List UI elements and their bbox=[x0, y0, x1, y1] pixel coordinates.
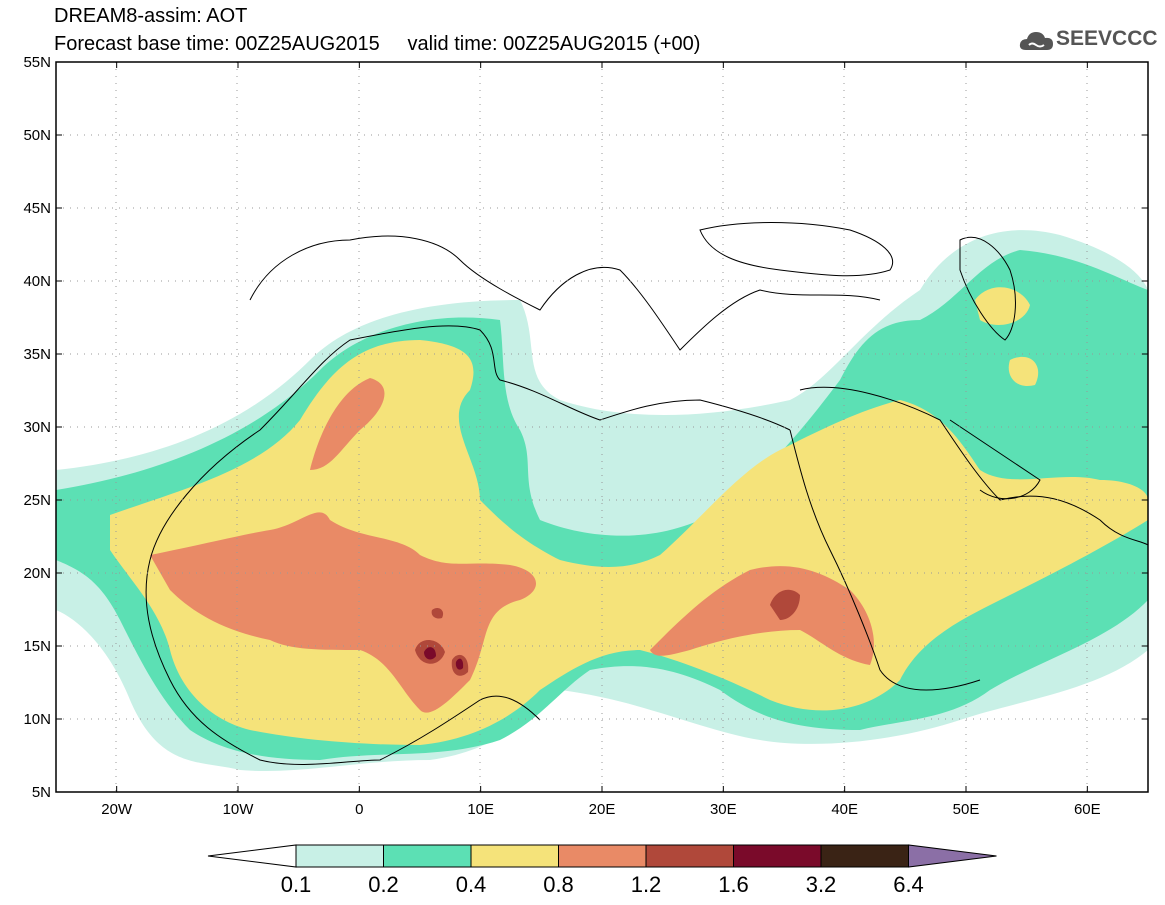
lon-tick-label: 40E bbox=[831, 801, 858, 818]
aot-band-1.6-core2 bbox=[455, 658, 464, 670]
coastline-arabia bbox=[799, 386, 1148, 546]
colorbar-over-triangle bbox=[908, 844, 997, 868]
lon-tick-label: 0 bbox=[355, 801, 363, 818]
colorbar-label: 1.6 bbox=[718, 872, 749, 897]
colorbar-label: 3.2 bbox=[806, 872, 837, 897]
map-title: DREAM8-assim: AOT bbox=[54, 5, 248, 27]
logo-text: SEEVCCC bbox=[1056, 27, 1158, 50]
forecast-times: Forecast base time: 00Z25AUG2015 valid t… bbox=[54, 33, 700, 56]
aot-band-1.2-ethiopia bbox=[770, 589, 800, 620]
aot-band-0.8-west bbox=[150, 512, 537, 713]
lat-tick-label: 10N bbox=[23, 711, 51, 728]
colorbar-label: 0.2 bbox=[368, 872, 399, 897]
colorbar-box bbox=[820, 844, 909, 868]
coastline-black-sea bbox=[699, 222, 893, 277]
lat-tick-label: 20N bbox=[23, 565, 51, 582]
colorbar-label: 0.1 bbox=[281, 872, 312, 897]
colorbar-label: 0.4 bbox=[456, 872, 487, 897]
colorbar-box bbox=[383, 844, 472, 868]
lon-tick-label: 10W bbox=[223, 801, 255, 818]
colorbar-label: 6.4 bbox=[893, 872, 924, 897]
colorbar-label: 0.8 bbox=[543, 872, 574, 897]
colorbar-box bbox=[558, 844, 647, 868]
coastline-africa-north bbox=[149, 325, 791, 561]
lat-tick-label: 15N bbox=[23, 638, 51, 655]
aot-field bbox=[56, 230, 1148, 772]
lon-axis: 20W 10W 0 10E 20E 30E 40E 50E 60E bbox=[101, 62, 1101, 818]
lat-tick-label: 25N bbox=[23, 492, 51, 509]
colorbar-box bbox=[733, 844, 822, 868]
lon-tick-label: 50E bbox=[953, 801, 980, 818]
aot-band-0.8-sudan bbox=[650, 566, 874, 665]
cloud-icon bbox=[1019, 32, 1053, 50]
coastline-europe bbox=[249, 235, 881, 351]
colorbar-under-triangle bbox=[207, 844, 297, 868]
lat-tick-label: 50N bbox=[23, 127, 51, 144]
colorbar-label: 1.2 bbox=[631, 872, 662, 897]
colorbar-box bbox=[470, 844, 559, 868]
lat-tick-label: 30N bbox=[23, 419, 51, 436]
lon-tick-label: 20E bbox=[589, 801, 616, 818]
lat-tick-label: 40N bbox=[23, 273, 51, 290]
lat-axis: 55N 50N 45N 40N 35N 30N 25N 20N 15N 10N 5N bbox=[23, 54, 1148, 801]
lat-tick-label: 55N bbox=[23, 54, 51, 71]
lon-tick-label: 20W bbox=[101, 801, 133, 818]
colorbar-box bbox=[645, 844, 734, 868]
coastline-persian-gulf bbox=[949, 419, 1041, 500]
aot-band-0.4-caspian bbox=[975, 287, 1030, 325]
lon-tick-label: 30E bbox=[710, 801, 737, 818]
lat-tick-label: 5N bbox=[32, 784, 51, 801]
coastline-red-sea bbox=[789, 429, 981, 691]
lon-tick-label: 10E bbox=[467, 801, 494, 818]
coastline-caspian bbox=[959, 236, 1016, 341]
base-time-label: Forecast base time: 00Z25AUG2015 bbox=[54, 33, 380, 55]
graticule bbox=[56, 62, 1148, 792]
seevccc-logo: SEEVCCC bbox=[1018, 26, 1158, 54]
aot-band-0.4-iran bbox=[1008, 356, 1039, 386]
aot-band-1.6-core bbox=[424, 647, 436, 660]
lon-tick-label: 60E bbox=[1074, 801, 1101, 818]
valid-time-label: valid time: 00Z25AUG2015 (+00) bbox=[407, 33, 701, 55]
lat-tick-label: 45N bbox=[23, 200, 51, 217]
aot-band-0.8-atlas bbox=[310, 378, 385, 470]
colorbar-box bbox=[295, 844, 384, 868]
aot-band-1.2-mali bbox=[431, 607, 444, 619]
lat-tick-label: 35N bbox=[23, 346, 51, 363]
